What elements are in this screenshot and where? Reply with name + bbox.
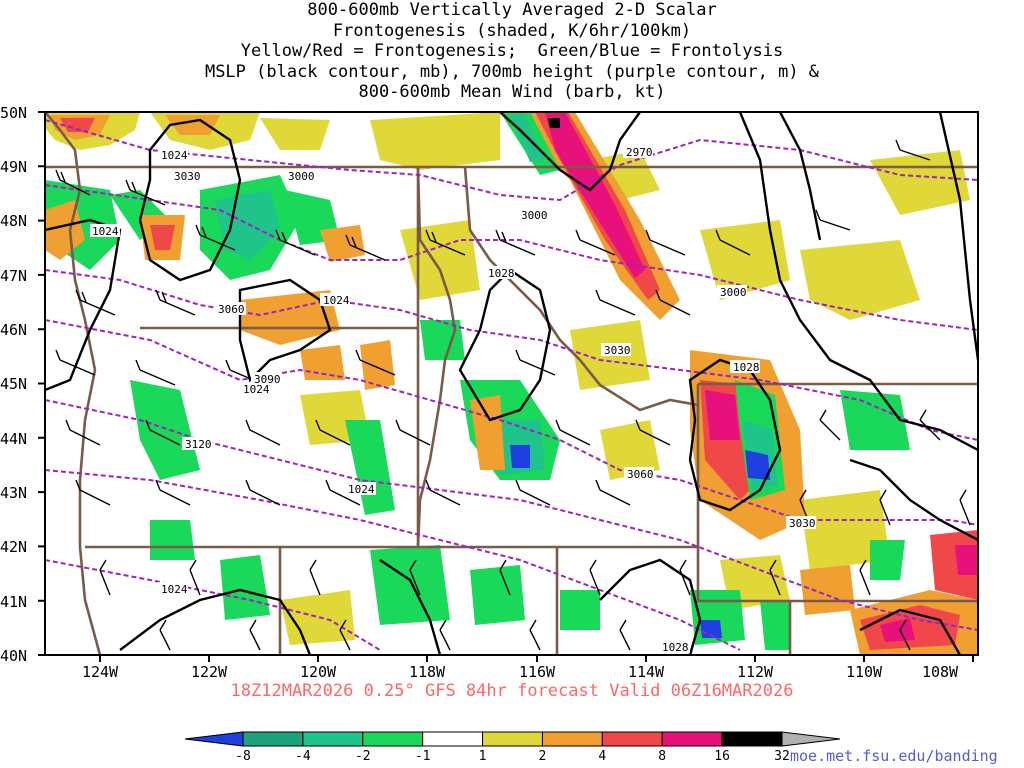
colorbar-tick-label: 32	[774, 749, 790, 764]
title-line-2: Frontogenesis (shaded, K/6hr/100km)	[332, 20, 692, 41]
wind-barbs	[55, 139, 971, 651]
colorbar-tick-label: -8	[235, 749, 251, 764]
height-label: 3000	[521, 209, 548, 222]
colorbar-swatch	[422, 731, 484, 747]
lon-label: 110W	[846, 663, 883, 681]
axis-ticks	[38, 111, 974, 662]
height-label: 3030	[174, 170, 201, 183]
title-line-3: Yellow/Red = Frontogenesis; Green/Blue =…	[240, 41, 784, 61]
colorbar-swatch	[721, 731, 783, 747]
lon-label: 116W	[519, 663, 556, 681]
height-label: 3030	[789, 517, 816, 530]
colorbar-swatch	[781, 731, 841, 747]
mslp-label: 1024	[323, 294, 350, 307]
mslp-label: 1028	[488, 267, 515, 280]
mslp-label: 1028	[733, 361, 760, 374]
colorbar-swatch	[362, 731, 424, 747]
lon-label: 124W	[82, 663, 119, 681]
lat-label: 47N	[0, 267, 27, 285]
height-label: 3000	[720, 286, 747, 299]
lat-label: 44N	[0, 430, 27, 448]
colorbar-tick-label: 16	[714, 749, 730, 764]
mslp-label: 1024	[243, 383, 270, 396]
mslp-label: 1024	[348, 483, 375, 496]
height-label: 3030	[604, 344, 631, 357]
lat-label: 46N	[0, 321, 27, 339]
colorbar-swatch	[482, 731, 543, 747]
colorbar-tick-label: -1	[415, 749, 431, 764]
height-label: 3120	[185, 438, 212, 451]
forecast-valid-text: 18Z12MAR2026 0.25° GFS 84hr forecast Val…	[230, 681, 794, 701]
lon-label: 122W	[191, 663, 228, 681]
colorbar-swatch	[541, 731, 603, 747]
lat-label: 50N	[0, 104, 27, 122]
colorbar-tick-label: -4	[295, 749, 311, 764]
colorbar-swatch	[601, 731, 663, 747]
title-line-5: 800-600mb Mean Wind (barb, kt)	[358, 82, 666, 102]
colorbar-tick-label: 8	[658, 749, 666, 764]
lat-labels: 50N 49N 48N 47N 46N 45N 44N 43N 42N 41N …	[0, 104, 27, 665]
lat-label: 45N	[0, 375, 27, 393]
colorbar-tick-label: 4	[598, 749, 606, 764]
mslp-label: 1028	[662, 641, 689, 654]
lon-label: 120W	[300, 663, 337, 681]
title-line-4: MSLP (black contour, mb), 700mb height (…	[204, 61, 820, 82]
lon-label: 108W	[922, 663, 959, 681]
colorbar-swatch	[661, 731, 723, 747]
lon-label: 114W	[628, 663, 665, 681]
contour-labels: 1024 1024 1024 1024 1024 1024 1028 1028 …	[90, 145, 816, 654]
height-label: 3060	[627, 468, 654, 481]
title-line-1: 800-600mb Vertically Averaged 2-D Scalar	[307, 0, 717, 20]
height-label: 3090	[254, 373, 281, 386]
height-label: 2970	[626, 146, 653, 159]
lat-label: 49N	[0, 158, 27, 176]
lat-label: 42N	[0, 538, 27, 556]
lat-label: 41N	[0, 593, 27, 611]
height-label: 3060	[218, 303, 245, 316]
colorbar-swatch	[184, 731, 244, 747]
chart-title: 800-600mb Vertically Averaged 2-D Scalar…	[0, 0, 1024, 103]
lon-label: 118W	[409, 663, 446, 681]
colorbar-tick-label: -2	[355, 749, 371, 764]
lat-label: 48N	[0, 212, 27, 230]
colorbar-tick-label: 2	[539, 749, 547, 764]
state-borders	[45, 112, 978, 655]
mslp-label: 1024	[92, 225, 119, 238]
height-label: 3000	[288, 170, 315, 183]
colorbar-swatch	[242, 731, 304, 747]
lat-label: 40N	[0, 647, 27, 665]
mslp-label: 1024	[161, 149, 188, 162]
lat-label: 43N	[0, 484, 27, 502]
lon-labels: 124W 122W 120W 118W 116W 114W 112W 110W …	[82, 663, 959, 681]
source-credit: moe.met.fsu.edu/banding	[790, 747, 998, 765]
colorbar-tick-label: 1	[479, 749, 487, 764]
colorbar-swatch	[302, 731, 364, 747]
colorbar: -8 -4 -2 -1 1 2 4 8 16 32	[184, 731, 841, 764]
mslp-label: 1024	[161, 583, 188, 596]
lon-label: 112W	[737, 663, 774, 681]
